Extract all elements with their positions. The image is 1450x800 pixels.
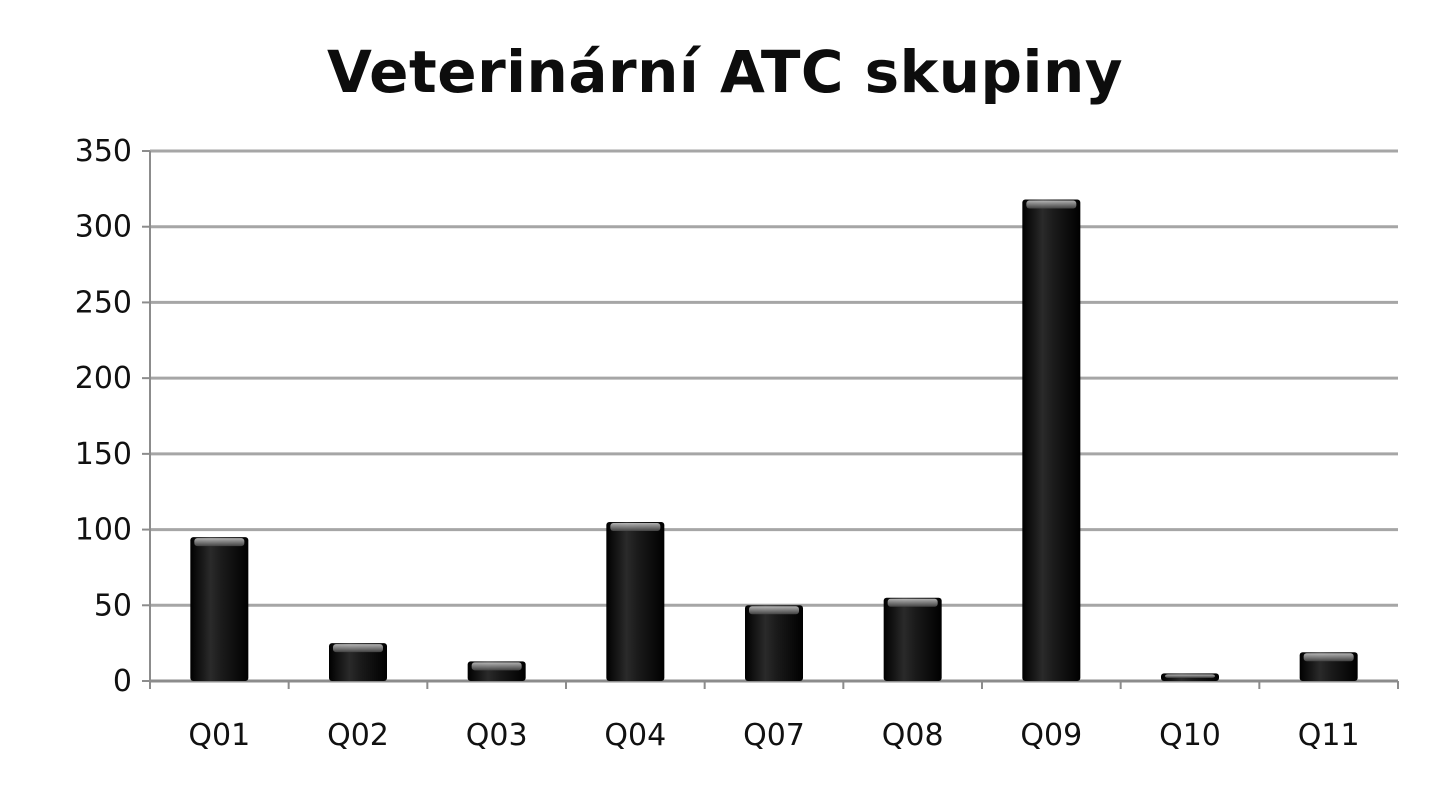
y-tick-label-0: 0 bbox=[113, 664, 132, 699]
bar-body-Q07 bbox=[745, 605, 803, 681]
bar-Q08 bbox=[883, 597, 942, 681]
bar-body-Q08 bbox=[883, 597, 942, 681]
x-tick-label-Q10: Q10 bbox=[1159, 718, 1221, 753]
bar-body-Q09 bbox=[1022, 199, 1081, 681]
y-tick-label-200: 200 bbox=[75, 361, 132, 396]
y-tick-label-300: 300 bbox=[75, 210, 132, 245]
bar-Q01 bbox=[190, 537, 249, 681]
y-tick-label-150: 150 bbox=[75, 437, 132, 472]
x-tick-labels: Q01 Q02 Q03 Q04 Q07 Q08 Q09 Q10 Q11 bbox=[188, 718, 1359, 753]
bar-body-Q02 bbox=[329, 643, 387, 681]
x-tick-label-Q03: Q03 bbox=[466, 718, 528, 753]
chart-title: Veterinární ATC skupiny bbox=[326, 38, 1124, 106]
bar-highlight-Q08 bbox=[887, 598, 938, 607]
y-tick-label-350: 350 bbox=[75, 134, 132, 169]
bar-body-Q04 bbox=[606, 522, 665, 681]
bar-highlight-Q11 bbox=[1303, 653, 1354, 662]
x-tick-label-Q08: Q08 bbox=[882, 718, 944, 753]
x-tick-label-Q01: Q01 bbox=[188, 718, 250, 753]
bar-Q04 bbox=[606, 522, 665, 681]
x-tick-label-Q11: Q11 bbox=[1298, 718, 1360, 753]
x-tick-label-Q02: Q02 bbox=[327, 718, 389, 753]
bar-Q02 bbox=[329, 643, 387, 681]
bar-highlight-Q04 bbox=[610, 523, 661, 531]
bar-highlight-Q07 bbox=[749, 606, 799, 615]
bar-body-Q01 bbox=[190, 537, 249, 681]
x-tick-label-Q04: Q04 bbox=[604, 718, 666, 753]
bars bbox=[190, 199, 1358, 681]
bar-Q09 bbox=[1022, 199, 1081, 681]
bar-Q03 bbox=[467, 661, 526, 681]
bar-highlight-Q02 bbox=[333, 644, 383, 653]
bar-highlight-Q09 bbox=[1026, 200, 1077, 209]
bar-highlight-Q01 bbox=[194, 538, 245, 547]
x-tick-label-Q07: Q07 bbox=[743, 718, 805, 753]
y-tick-labels: 0 50 100 150 200 250 300 350 bbox=[75, 134, 132, 699]
bar-highlight-Q03 bbox=[471, 662, 522, 671]
y-tick-label-50: 50 bbox=[94, 588, 132, 623]
bar-Q07 bbox=[745, 605, 803, 681]
bar-highlight-Q10 bbox=[1165, 674, 1215, 678]
x-tick-label-Q09: Q09 bbox=[1020, 718, 1082, 753]
gridlines bbox=[150, 149, 1398, 607]
y-tick-label-100: 100 bbox=[75, 513, 132, 548]
bar-Q11 bbox=[1299, 652, 1358, 681]
bar-Q10 bbox=[1161, 673, 1219, 681]
y-tick-label-250: 250 bbox=[75, 285, 132, 320]
